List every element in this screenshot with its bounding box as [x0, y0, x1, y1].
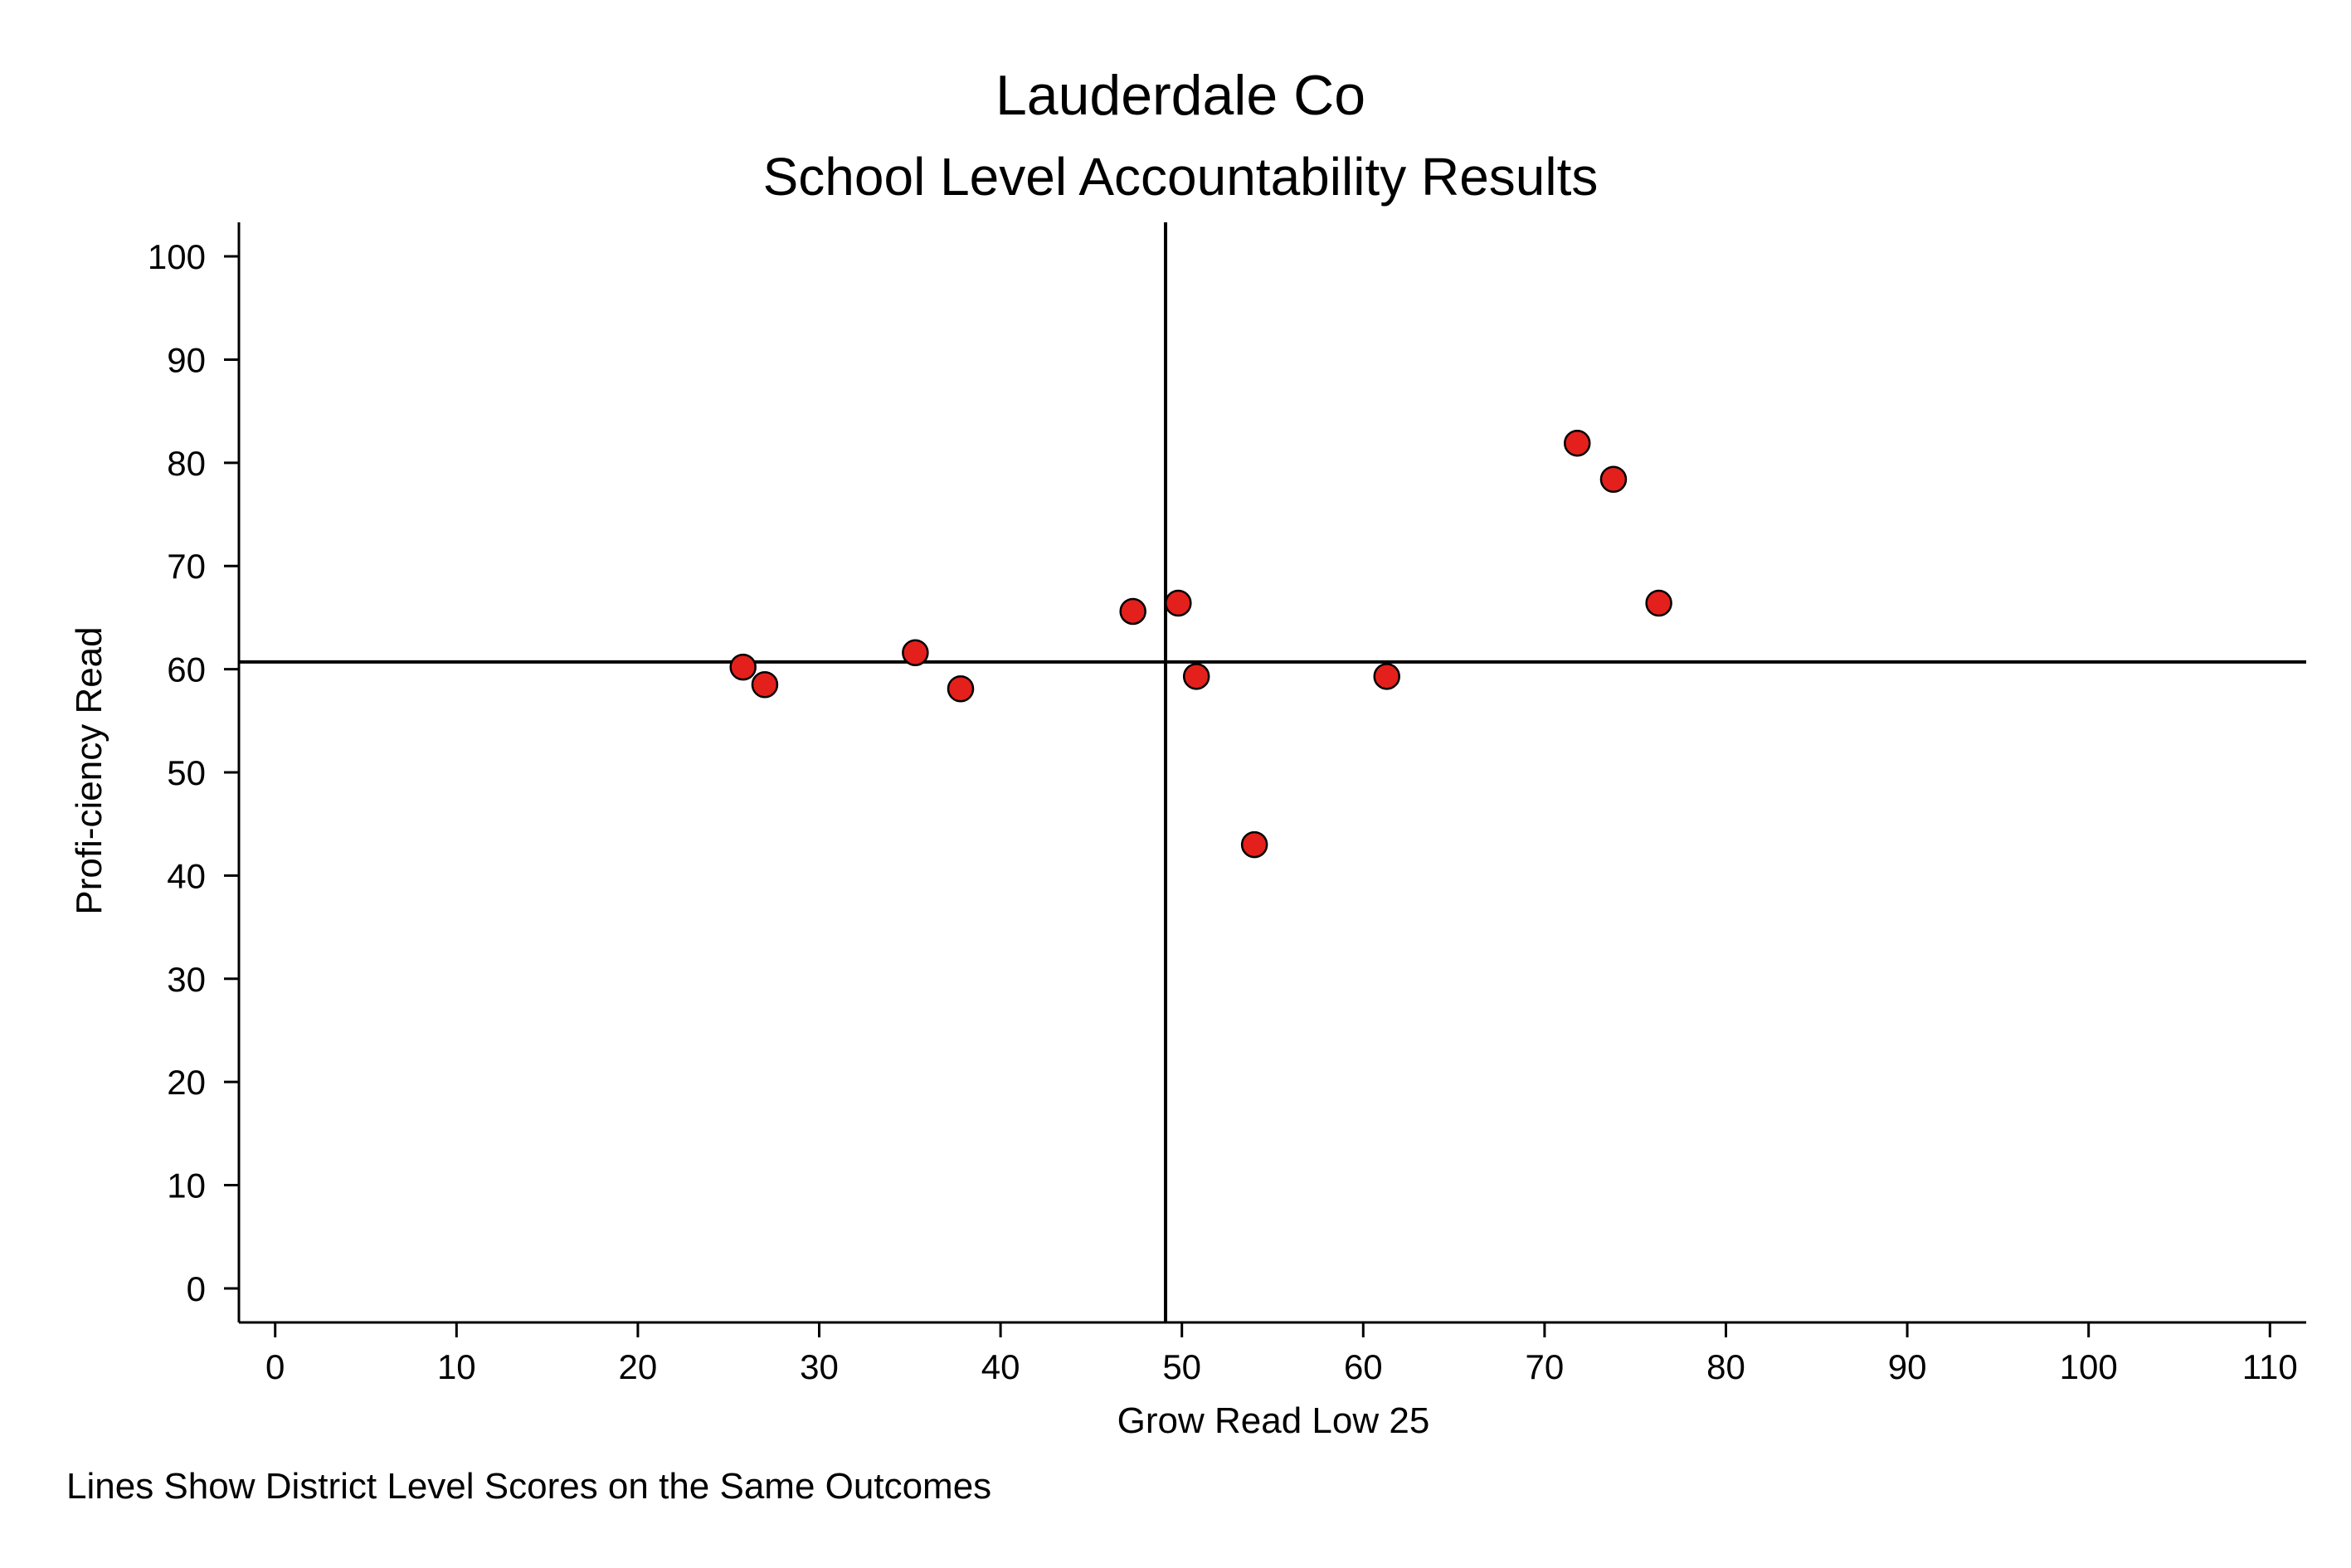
x-tick-label: 0: [265, 1347, 285, 1386]
data-point: [902, 639, 929, 666]
x-tick-label: 40: [981, 1347, 1020, 1386]
y-tick-label: 90: [167, 340, 206, 379]
y-tick-label: 100: [148, 237, 206, 276]
data-point: [1182, 663, 1210, 690]
y-axis-title: Profi-ciency Read: [69, 626, 110, 914]
y-tick-label: 30: [167, 960, 206, 999]
data-point: [1373, 663, 1400, 690]
data-point: [729, 653, 757, 681]
y-tick-label: 50: [167, 753, 206, 792]
data-point: [1599, 465, 1628, 493]
y-tick-label: 80: [167, 444, 206, 483]
x-tick-label: 110: [2242, 1347, 2298, 1386]
y-tick-label: 60: [167, 650, 206, 689]
x-tick-label: 80: [1706, 1347, 1745, 1386]
x-tick-label: 90: [1888, 1347, 1927, 1386]
data-point: [1165, 589, 1192, 617]
data-point: [1240, 830, 1268, 859]
y-tick-label: 10: [167, 1166, 206, 1205]
x-tick-label: 70: [1526, 1347, 1565, 1386]
data-point: [1119, 597, 1146, 626]
data-point: [1645, 589, 1672, 617]
x-tick-label: 20: [619, 1347, 658, 1386]
x-tick-label: 60: [1344, 1347, 1383, 1386]
x-tick-label: 10: [437, 1347, 476, 1386]
x-tick-label: 50: [1162, 1347, 1201, 1386]
chart-note: Lines Show District Level Scores on the …: [66, 1466, 991, 1507]
x-tick-label: 100: [2060, 1347, 2118, 1386]
data-point: [751, 671, 779, 699]
x-tick-label: 30: [800, 1347, 839, 1386]
plot-area: 0 10 20 30 40 50 60 70 80 90 100 0 10 20 30 40 50 60 70 80 9…: [148, 222, 2306, 1386]
x-axis-title: Grow Read Low 25: [1117, 1400, 1430, 1441]
y-tick-label: 0: [187, 1269, 206, 1308]
data-point: [947, 674, 975, 703]
y-tick-label: 20: [167, 1063, 206, 1102]
y-tick-label: 70: [167, 547, 206, 586]
data-point: [1563, 429, 1591, 457]
chart-title: Lauderdale Co: [995, 64, 1365, 127]
chart-subtitle: School Level Accountability Results: [763, 147, 1599, 207]
y-tick-label: 40: [167, 856, 206, 895]
